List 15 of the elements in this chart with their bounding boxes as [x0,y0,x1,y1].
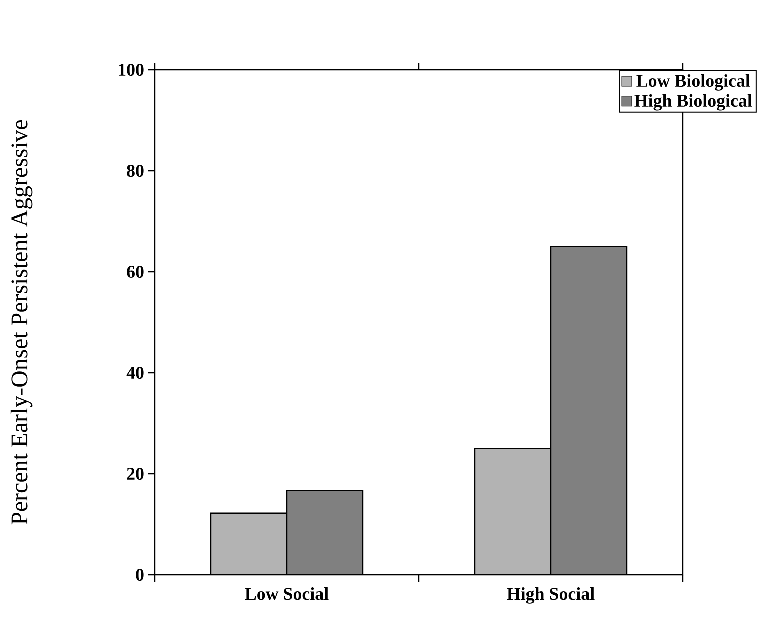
bar [210,512,288,575]
y-tick-label: 60 [127,266,144,278]
legend-label: Low Biological [636,74,750,91]
bar [550,246,628,575]
x-tick-label: Low Social [245,588,329,600]
y-axis-title: Percent Early-Onset Persistent Aggressive [10,120,33,525]
y-tick-label: 20 [127,468,144,480]
bar [286,490,364,575]
x-tick-label: High Social [507,588,595,604]
legend-label: High Biological [634,94,752,111]
y-tick-label: 40 [126,366,144,380]
y-tick-label: 80 [127,164,144,178]
y-tick-label: 0 [136,568,144,582]
y-tick-label: 100 [119,64,144,76]
bar [474,448,552,575]
